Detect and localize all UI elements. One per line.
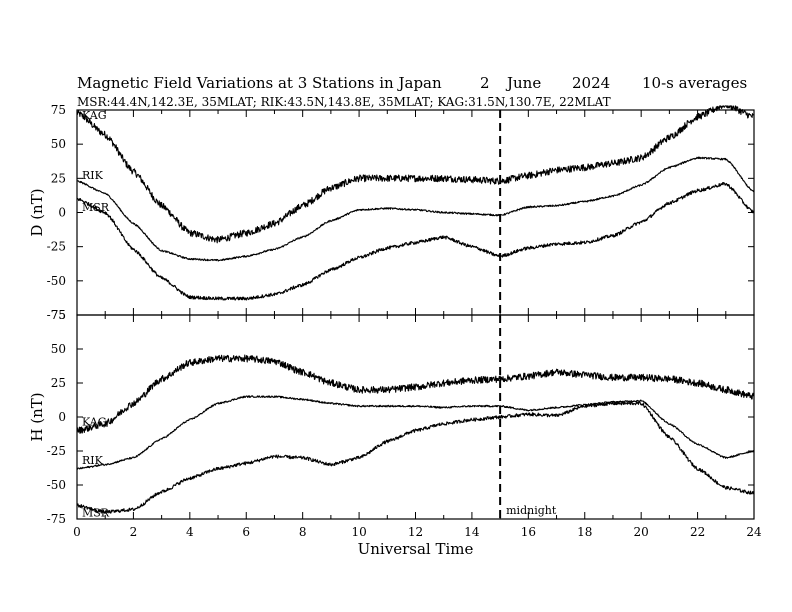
y-tick-label: 0 bbox=[58, 410, 66, 424]
y-tick-label: -50 bbox=[47, 274, 66, 288]
y-axis-label: D (nT) bbox=[28, 188, 46, 236]
chart-month: June bbox=[505, 74, 541, 92]
y-tick-label: -75 bbox=[47, 308, 66, 322]
y-tick-label: 75 bbox=[51, 308, 66, 322]
x-axis-label: Universal Time bbox=[358, 540, 474, 558]
series-label-kag: KAG bbox=[82, 416, 107, 429]
x-tick-label: 12 bbox=[408, 525, 423, 539]
series-label-msr: MSR bbox=[82, 201, 110, 214]
midnight-label: midnight bbox=[506, 504, 557, 517]
series-line-kag bbox=[76, 354, 755, 434]
series-line-msr bbox=[76, 182, 755, 301]
x-tick-label: 2 bbox=[130, 525, 138, 539]
chart-averaging: 10-s averages bbox=[642, 74, 747, 92]
x-tick-label: 22 bbox=[690, 525, 705, 539]
y-tick-label: -25 bbox=[47, 444, 66, 458]
y-tick-label: 50 bbox=[51, 137, 66, 151]
chart-title: Magnetic Field Variations at 3 Stations … bbox=[77, 74, 442, 92]
x-tick-label: 0 bbox=[73, 525, 81, 539]
x-tick-label: 6 bbox=[242, 525, 250, 539]
x-tick-label: 16 bbox=[521, 525, 536, 539]
x-tick-label: 18 bbox=[577, 525, 592, 539]
x-tick-label: 8 bbox=[299, 525, 307, 539]
x-tick-label: 20 bbox=[634, 525, 649, 539]
series-line-rik bbox=[76, 156, 755, 262]
x-tick-label: 24 bbox=[746, 525, 762, 539]
y-tick-label: -50 bbox=[47, 478, 66, 492]
y-tick-label: 50 bbox=[51, 342, 66, 356]
x-tick-label: 14 bbox=[464, 525, 480, 539]
y-tick-label: 25 bbox=[51, 376, 66, 390]
y-tick-label: 0 bbox=[58, 206, 66, 220]
declination-panel: 75 50 25 0 -25 -50 -75 D (nT) KAG RIK MSR bbox=[28, 103, 755, 322]
series-line-kag bbox=[76, 105, 755, 244]
chart-day: 2 bbox=[480, 74, 490, 92]
series-line-rik bbox=[76, 395, 755, 470]
y-axis-label: H (nT) bbox=[28, 392, 46, 441]
series-label-kag: KAG bbox=[82, 109, 107, 122]
station-info: MSR:44.4N,142.3E, 35MLAT; RIK:43.5N,143.… bbox=[77, 95, 611, 109]
x-tick-label: 4 bbox=[186, 525, 194, 539]
plot-frame bbox=[76, 109, 755, 316]
y-tick-label: -75 bbox=[47, 512, 66, 526]
y-tick-label: 25 bbox=[51, 171, 66, 185]
chart-year: 2024 bbox=[572, 74, 610, 92]
x-tick-label: 10 bbox=[351, 525, 366, 539]
y-tick-label: 75 bbox=[51, 103, 66, 117]
series-label-rik: RIK bbox=[82, 454, 104, 467]
y-tick-label: -25 bbox=[47, 240, 66, 254]
series-label-rik: RIK bbox=[82, 169, 104, 182]
series-line-msr bbox=[76, 401, 755, 515]
series-label-msr: MSR bbox=[82, 506, 110, 519]
